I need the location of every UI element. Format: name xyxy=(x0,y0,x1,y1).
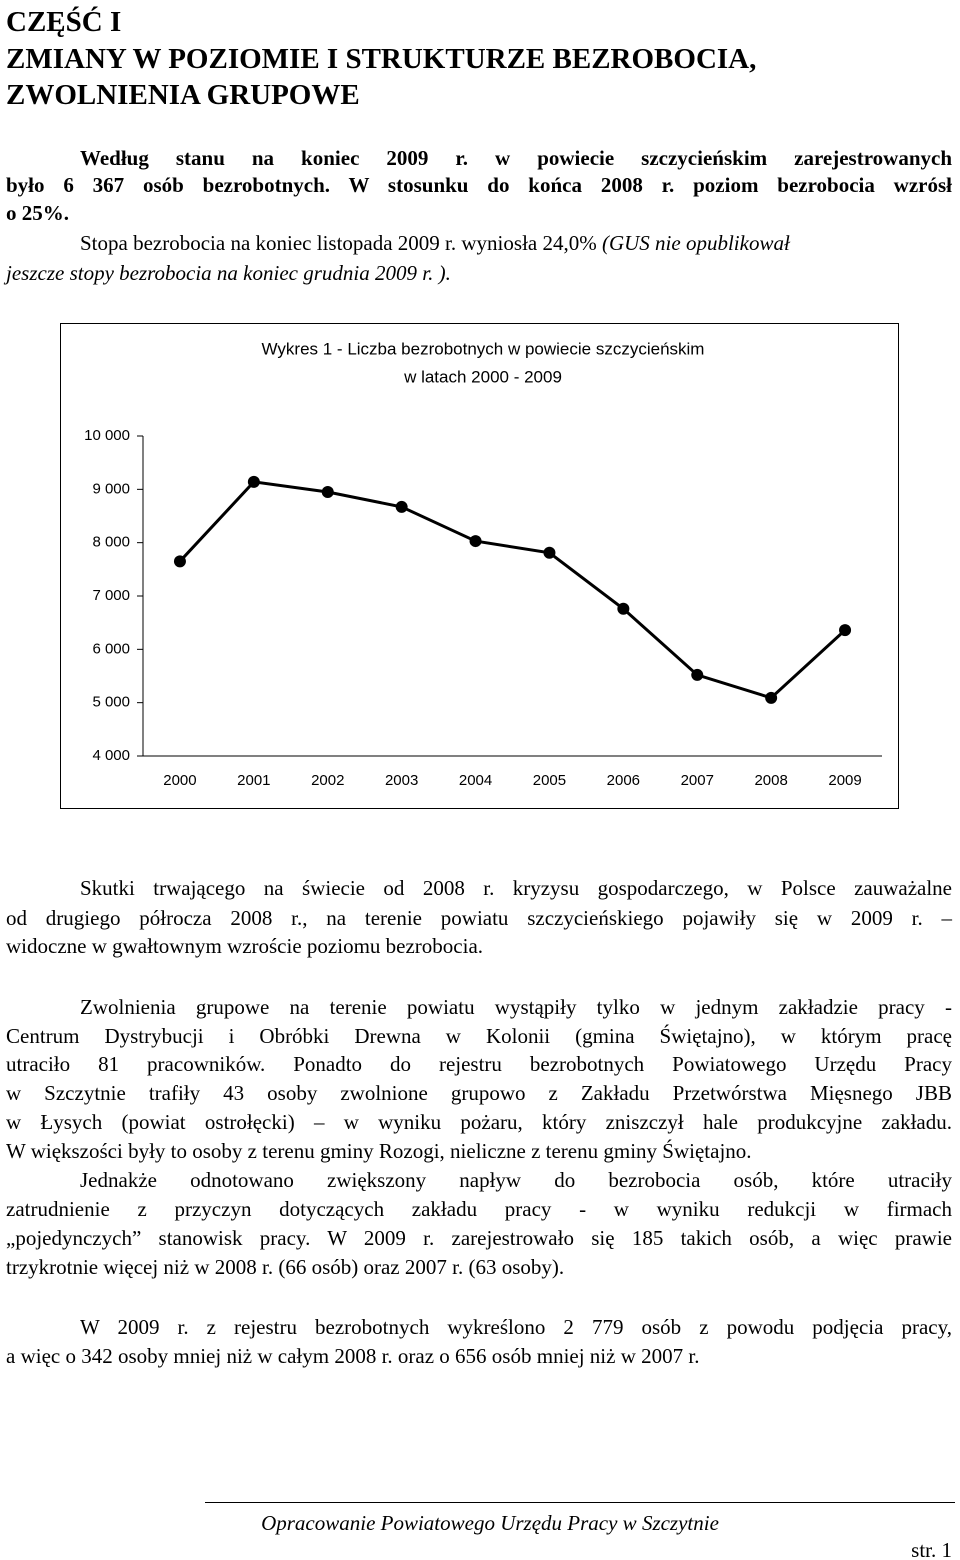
data-point xyxy=(321,486,334,498)
data-point xyxy=(395,500,408,513)
body-line: trzykrotnie więcej niż w 2008 r. (66 osó… xyxy=(6,1255,565,1279)
chart-title: Wykres 1 - Liczba bezrobotnych w powieci… xyxy=(262,339,705,358)
heading-line: ZMIANY W POZIOMIE I STRUKTURZE BEZROBOCI… xyxy=(6,43,757,75)
y-tick-label: 4 000 xyxy=(92,747,130,764)
y-tick-label: 5 000 xyxy=(92,694,130,711)
data-point xyxy=(839,624,852,637)
body-line: Jednakże odnotowano zwiększony napływ do… xyxy=(80,1168,952,1192)
footer-rule xyxy=(205,1502,955,1503)
body-line: a więc o 342 osoby mniej niż w całym 200… xyxy=(6,1344,700,1368)
intro-line: było 6 367 osób bezrobotnych. W stosunku… xyxy=(6,172,952,198)
text-run: jeszcze stopy bezrobocia na koniec grudn… xyxy=(6,261,451,285)
y-tick-label: 9 000 xyxy=(92,480,130,497)
body-line: widoczne w gwałtownym wzroście poziomu b… xyxy=(6,934,484,958)
text-run: Stopa bezrobocia na koniec listopada 200… xyxy=(80,231,602,255)
body-line: utraciło 81 pracowników. Ponadto do reje… xyxy=(6,1052,952,1076)
page-number: str. 1 xyxy=(911,1538,952,1560)
footer-note: Opracowanie Powiatowego Urzędu Pracy w S… xyxy=(261,1511,719,1535)
body-line: W 2009 r. z rejestru bezrobotnych wykreś… xyxy=(80,1315,952,1339)
body-line: Centrum Dystrybucji i Obróbki Drewna w K… xyxy=(6,1024,952,1048)
intro-line: jeszcze stopy bezrobocia na koniec grudn… xyxy=(6,260,451,286)
x-tick-label: 2007 xyxy=(681,772,714,789)
text-run: (GUS nie opublikował xyxy=(601,231,790,255)
body-line: „pojedynczych” stanowisk pracy. W 2009 r… xyxy=(6,1226,952,1250)
x-tick-label: 2003 xyxy=(385,772,418,789)
text-run: Według stanu na koniec 2009 r. w powieci… xyxy=(80,146,952,170)
body-line: od drugiego półrocza 2008 r., na terenie… xyxy=(6,906,952,930)
body-line: w Łysych (powiat ostrołęcki) – w wyniku … xyxy=(6,1110,952,1134)
data-point xyxy=(543,546,556,559)
x-tick-label: 2004 xyxy=(459,772,492,789)
chart-frame xyxy=(60,323,899,809)
x-tick-label: 2005 xyxy=(533,772,566,789)
x-tick-label: 2008 xyxy=(754,772,787,789)
y-tick-label: 10 000 xyxy=(84,427,130,444)
chart-subtitle: w latach 2000 - 2009 xyxy=(403,367,562,386)
y-tick-label: 7 000 xyxy=(92,587,130,604)
data-point xyxy=(617,602,630,615)
data-point xyxy=(173,555,186,568)
x-tick-label: 2001 xyxy=(237,772,270,789)
body-line: zatrudnienie z przyczyn dotyczących zakł… xyxy=(6,1197,952,1221)
text-run: o 25%. xyxy=(6,201,69,225)
body-line: Zwolnienia grupowe na terenie powiatu wy… xyxy=(80,995,952,1019)
heading-line: ZWOLNIENIA GRUPOWE xyxy=(6,79,360,111)
body-line: W większości były to osoby z terenu gmin… xyxy=(6,1139,752,1163)
data-point xyxy=(247,475,260,488)
body-line: w Szczytnie trafiły 43 osoby zwolnione g… xyxy=(6,1081,952,1105)
x-tick-label: 2002 xyxy=(311,772,344,789)
x-tick-label: 2000 xyxy=(163,772,196,789)
x-tick-label: 2006 xyxy=(607,772,640,789)
intro-line: Stopa bezrobocia na koniec listopada 200… xyxy=(80,230,790,256)
heading-line: CZĘŚĆ I xyxy=(6,6,122,38)
y-tick-label: 8 000 xyxy=(92,534,130,551)
body-line: Skutki trwającego na świecie od 2008 r. … xyxy=(80,876,952,900)
intro-line: Według stanu na koniec 2009 r. w powieci… xyxy=(80,145,952,171)
y-tick-label: 6 000 xyxy=(92,640,130,657)
text-run: było 6 367 osób bezrobotnych. W stosunku… xyxy=(6,173,952,197)
intro-line: o 25%. xyxy=(6,200,69,226)
data-line xyxy=(178,480,847,700)
data-point xyxy=(469,535,482,548)
x-tick-label: 2009 xyxy=(828,772,861,789)
data-point xyxy=(765,691,778,704)
data-point xyxy=(691,668,704,681)
